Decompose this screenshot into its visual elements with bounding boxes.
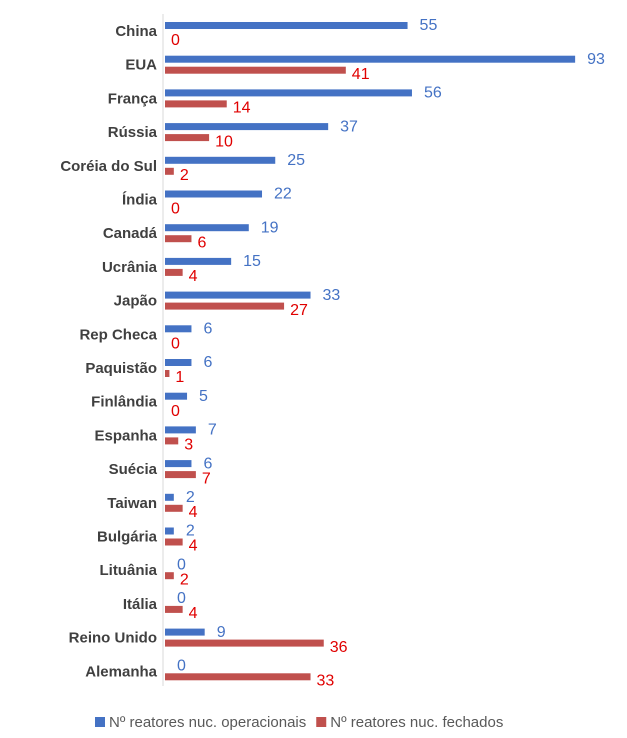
value-label: 2 <box>180 167 189 184</box>
bar <box>165 325 192 333</box>
bar <box>165 504 183 512</box>
category-label: Lituânia <box>99 562 157 579</box>
category-label: Suécia <box>109 461 158 478</box>
bar <box>165 55 576 63</box>
category-label: França <box>108 90 158 107</box>
category-label: EUA <box>125 57 157 74</box>
category-label: Espanha <box>94 427 157 444</box>
value-label: 7 <box>202 470 211 487</box>
legend-label: Nº reatores nuc. fechados <box>330 714 503 731</box>
bar <box>165 224 249 232</box>
bar <box>165 493 174 501</box>
value-label: 7 <box>208 422 217 439</box>
bar <box>165 359 192 366</box>
bar <box>165 673 311 681</box>
value-label: 14 <box>233 100 251 117</box>
value-label: 33 <box>323 287 341 304</box>
bar <box>165 291 311 299</box>
bar <box>165 437 179 445</box>
value-label: 6 <box>203 321 212 338</box>
value-label: 4 <box>189 538 198 555</box>
value-label: 0 <box>177 658 186 675</box>
value-label: 4 <box>189 504 198 521</box>
value-label: 27 <box>290 302 308 319</box>
value-label: 55 <box>420 17 438 34</box>
value-label: 6 <box>197 234 206 251</box>
value-label: 15 <box>243 253 261 270</box>
category-label: Finlândia <box>91 394 157 411</box>
bar <box>165 572 174 580</box>
bar <box>165 628 205 636</box>
category-label: Japão <box>114 293 157 310</box>
value-label: 41 <box>352 66 370 83</box>
bar <box>165 370 170 377</box>
category-label: Ucrânia <box>102 259 158 276</box>
category-label: Coréia do Sul <box>60 158 157 175</box>
bar <box>165 257 232 265</box>
value-label: 93 <box>587 51 605 68</box>
category-label: Bulgária <box>97 528 158 545</box>
value-label: 37 <box>340 118 358 135</box>
bar <box>165 392 188 400</box>
bar <box>165 22 408 29</box>
legend-swatch <box>95 717 105 727</box>
bar <box>165 123 329 131</box>
value-label: 0 <box>177 590 186 607</box>
value-label: 2 <box>186 523 195 540</box>
bar <box>165 538 183 546</box>
bar <box>165 100 227 108</box>
bar <box>165 302 285 310</box>
value-label: 33 <box>317 673 335 690</box>
value-label: 3 <box>184 437 193 454</box>
value-label: 0 <box>171 32 180 49</box>
value-label: 22 <box>274 186 292 203</box>
bar <box>165 235 192 243</box>
category-label: Rússia <box>108 124 158 141</box>
value-label: 0 <box>171 336 180 353</box>
category-label: Paquistão <box>85 360 157 377</box>
bar <box>165 156 276 164</box>
value-label: 2 <box>180 571 189 588</box>
value-label: 4 <box>189 268 198 285</box>
bar <box>165 89 412 97</box>
bar <box>165 605 183 613</box>
category-label: Reino Unido <box>69 630 157 647</box>
value-label: 0 <box>171 201 180 218</box>
bar <box>165 268 183 276</box>
bar <box>165 471 196 479</box>
value-label: 25 <box>287 152 305 169</box>
value-label: 0 <box>171 403 180 420</box>
bar <box>165 460 192 468</box>
category-label: Índia <box>122 191 158 208</box>
category-label: Taiwan <box>107 495 157 512</box>
bar <box>165 527 174 535</box>
value-label: 6 <box>203 354 212 371</box>
category-label: Rep Checa <box>79 326 157 343</box>
value-label: 4 <box>189 605 198 622</box>
legend-label: Nº reatores nuc. operacionais <box>109 714 306 731</box>
bar <box>165 66 346 74</box>
value-label: 36 <box>330 639 348 656</box>
category-label: Alemanha <box>85 663 157 680</box>
value-label: 56 <box>424 85 442 102</box>
category-label: China <box>115 23 157 40</box>
bar <box>165 639 324 647</box>
bar <box>165 134 210 142</box>
value-label: 10 <box>215 133 233 150</box>
value-label: 9 <box>217 624 226 641</box>
value-label: 6 <box>203 455 212 472</box>
category-label: Canadá <box>103 225 158 242</box>
value-label: 0 <box>177 556 186 573</box>
category-label: Itália <box>123 596 158 613</box>
value-label: 5 <box>199 388 208 405</box>
bar <box>165 190 263 198</box>
legend-swatch <box>316 717 327 727</box>
bar <box>165 167 174 175</box>
bar <box>165 426 196 434</box>
value-label: 2 <box>186 489 195 506</box>
value-label: 19 <box>261 219 279 236</box>
value-label: 1 <box>175 369 184 386</box>
